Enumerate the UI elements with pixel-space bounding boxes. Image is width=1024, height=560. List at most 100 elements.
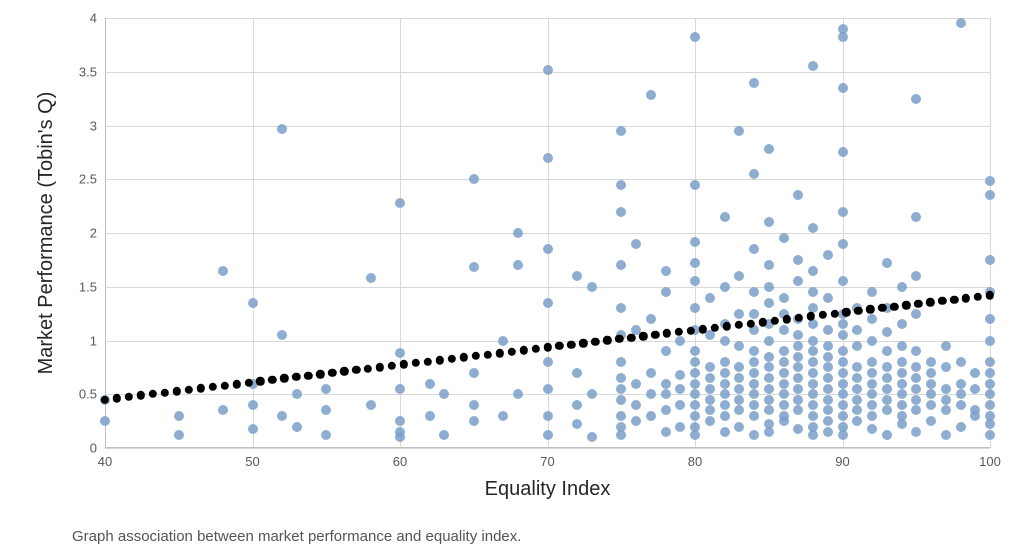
y-axis-title: Market Performance (Tobin's Q)	[35, 92, 58, 375]
data-point	[985, 190, 995, 200]
data-point	[823, 341, 833, 351]
data-point	[661, 287, 671, 297]
data-point	[926, 357, 936, 367]
data-point	[469, 368, 479, 378]
data-point	[705, 293, 715, 303]
data-point	[749, 357, 759, 367]
data-point	[764, 336, 774, 346]
trend-line-dot	[651, 331, 659, 339]
data-point	[292, 389, 302, 399]
trend-line-dot	[149, 390, 157, 398]
trend-line-dot	[460, 353, 468, 361]
data-point	[897, 419, 907, 429]
data-point	[616, 207, 626, 217]
data-point	[897, 357, 907, 367]
y-tick-label: 3	[90, 118, 97, 133]
data-point	[793, 190, 803, 200]
data-point	[690, 368, 700, 378]
trend-line-dot	[436, 356, 444, 364]
data-point	[277, 330, 287, 340]
data-point	[690, 276, 700, 286]
trend-line-dot	[771, 317, 779, 325]
trend-line-dot	[723, 322, 731, 330]
data-point	[690, 303, 700, 313]
data-point	[690, 32, 700, 42]
data-point	[749, 309, 759, 319]
data-point	[631, 239, 641, 249]
data-point	[690, 379, 700, 389]
trend-line-dot	[890, 302, 898, 310]
data-point	[469, 400, 479, 410]
data-point	[631, 379, 641, 389]
data-point	[793, 352, 803, 362]
data-point	[911, 346, 921, 356]
data-point	[985, 389, 995, 399]
data-point	[867, 411, 877, 421]
trend-line-dot	[950, 295, 958, 303]
trend-line-dot	[495, 349, 503, 357]
data-point	[808, 368, 818, 378]
data-point	[749, 430, 759, 440]
data-point	[395, 416, 405, 426]
y-tick-label: 1.5	[79, 279, 97, 294]
data-point	[734, 271, 744, 281]
data-point	[897, 319, 907, 329]
data-point	[705, 373, 715, 383]
data-point	[985, 419, 995, 429]
data-point	[513, 260, 523, 270]
data-point	[838, 32, 848, 42]
data-point	[823, 352, 833, 362]
data-point	[690, 389, 700, 399]
data-point	[690, 411, 700, 421]
data-point	[882, 384, 892, 394]
y-tick-label: 1	[90, 333, 97, 348]
data-point	[543, 384, 553, 394]
data-point	[911, 373, 921, 383]
data-point	[734, 362, 744, 372]
data-point	[661, 427, 671, 437]
trend-line-dot	[412, 359, 420, 367]
data-point	[734, 422, 744, 432]
data-point	[867, 314, 877, 324]
data-point	[690, 422, 700, 432]
trend-line-dot	[220, 381, 228, 389]
data-point	[897, 411, 907, 421]
data-point	[838, 430, 848, 440]
trend-line-dot	[962, 294, 970, 302]
x-tick-label: 100	[979, 454, 1001, 469]
data-point	[587, 389, 597, 399]
x-tick-label: 70	[540, 454, 554, 469]
data-point	[956, 379, 966, 389]
data-point	[690, 180, 700, 190]
trend-line-dot	[842, 308, 850, 316]
data-point	[897, 400, 907, 410]
data-point	[823, 416, 833, 426]
data-point	[911, 405, 921, 415]
data-point	[970, 411, 980, 421]
data-point	[852, 395, 862, 405]
trend-line-dot	[914, 300, 922, 308]
data-point	[985, 314, 995, 324]
plot-area	[105, 18, 990, 448]
data-point	[734, 395, 744, 405]
data-point	[808, 411, 818, 421]
data-point	[779, 325, 789, 335]
data-point	[661, 389, 671, 399]
data-point	[926, 368, 936, 378]
data-point	[897, 368, 907, 378]
data-point	[543, 430, 553, 440]
data-point	[690, 400, 700, 410]
data-point	[808, 389, 818, 399]
data-point	[867, 400, 877, 410]
trend-line-dot	[424, 357, 432, 365]
trend-line-dot	[974, 293, 982, 301]
x-tick-label: 50	[245, 454, 259, 469]
data-point	[661, 379, 671, 389]
data-point	[749, 400, 759, 410]
y-tick-label: 0	[90, 441, 97, 456]
data-point	[867, 357, 877, 367]
data-point	[764, 384, 774, 394]
data-point	[572, 271, 582, 281]
data-point	[852, 362, 862, 372]
data-point	[985, 357, 995, 367]
